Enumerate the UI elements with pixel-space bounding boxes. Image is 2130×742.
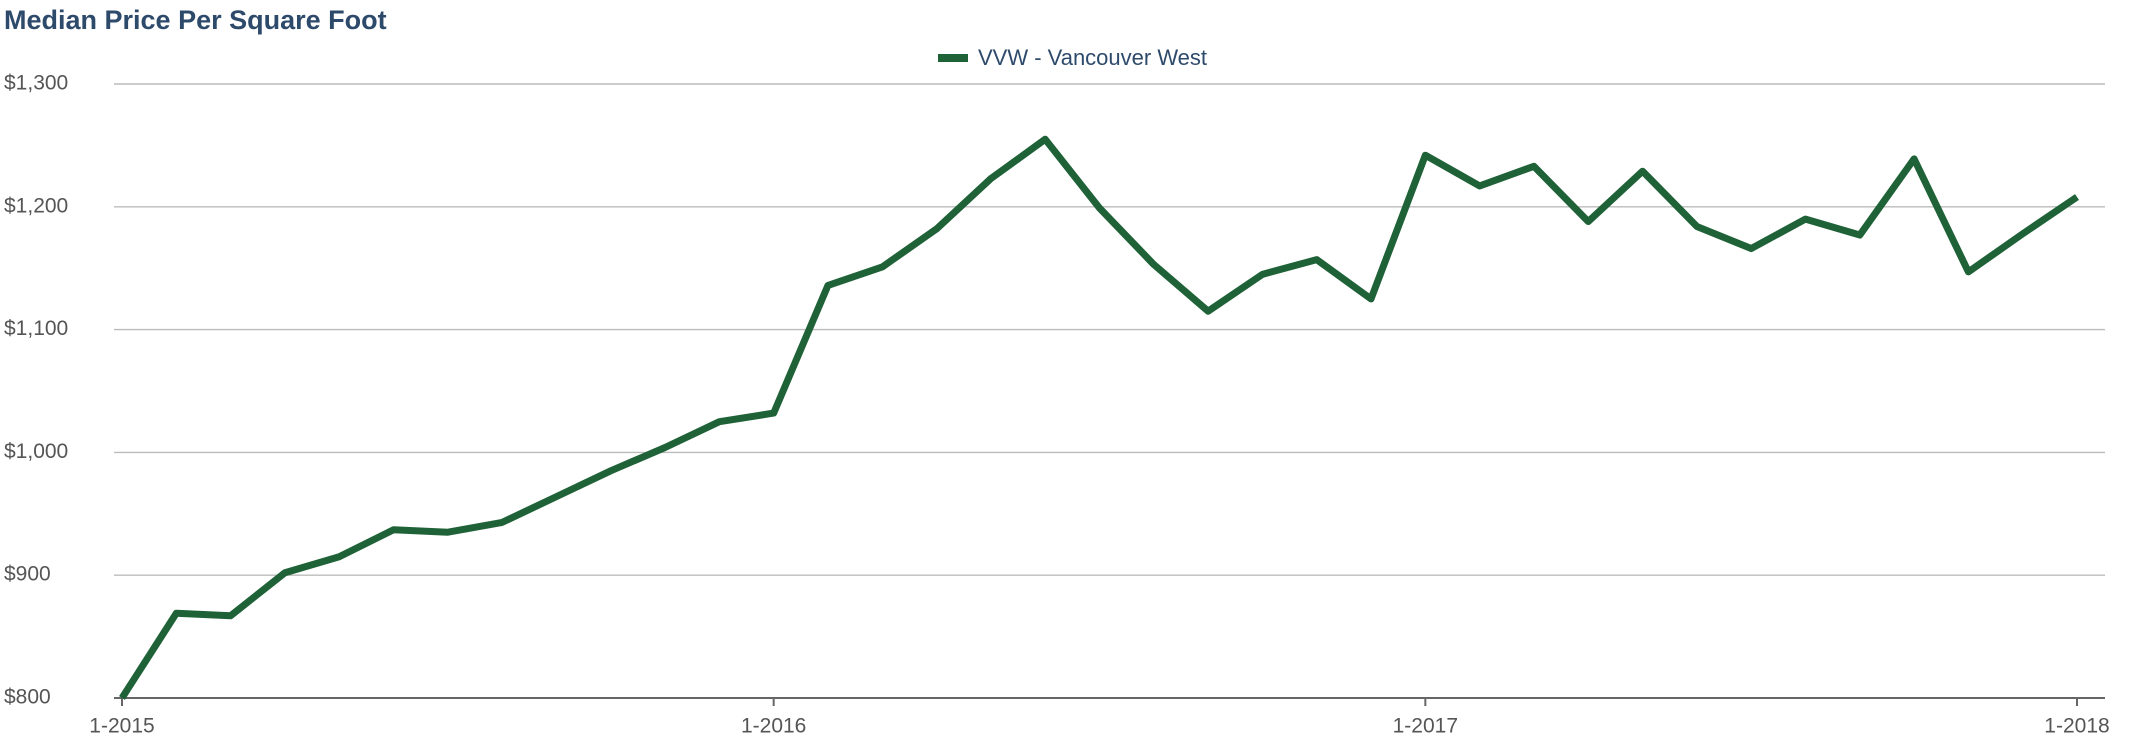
x-tick-label: 1-2016	[741, 715, 806, 738]
y-tick-label: $900	[4, 563, 51, 586]
x-tick-label: 1-2015	[89, 715, 154, 738]
y-tick-label: $1,000	[4, 440, 68, 463]
legend-label: VVW - Vancouver West	[978, 45, 1207, 70]
x-tick-label: 1-2018	[2044, 715, 2109, 738]
y-tick-label: $1,100	[4, 317, 68, 340]
x-tick-label: 1-2017	[1393, 715, 1458, 738]
chart-title: Median Price Per Square Foot	[4, 5, 387, 35]
y-tick-label: $800	[4, 686, 51, 709]
y-tick-label: $1,300	[4, 72, 68, 95]
y-tick-label: $1,200	[4, 194, 68, 217]
series-line	[119, 135, 2079, 700]
